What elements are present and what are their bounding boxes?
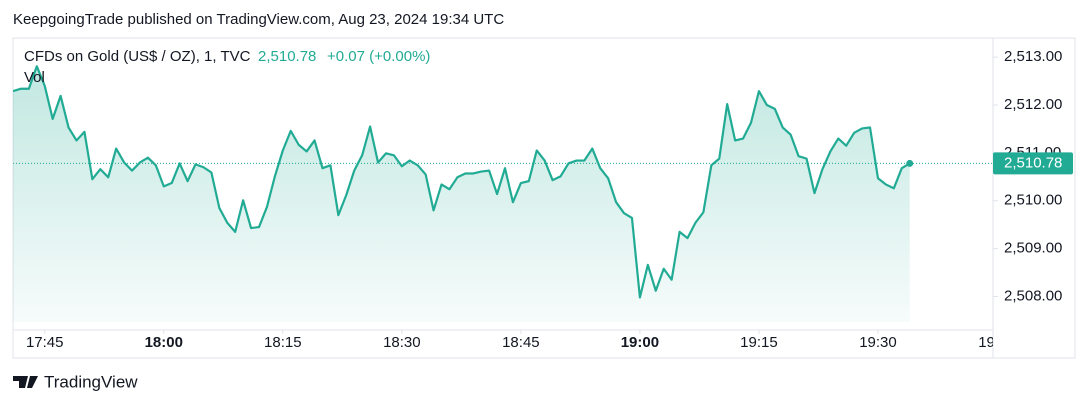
x-tick-label: 19:45 — [978, 334, 1016, 351]
x-tick-label: 18:30 — [383, 334, 421, 351]
x-tick-label: 18:00 — [145, 334, 183, 351]
price-line — [13, 65, 911, 299]
chart-title: CFDs on Gold (US$ / OZ), 1, TVC — [24, 48, 251, 65]
indicator-label: Vol — [24, 69, 45, 86]
last-price-axis-label: 2,510.78 — [1004, 154, 1062, 171]
x-tick-label: 19:00 — [621, 334, 659, 351]
x-tick-label: 19:30 — [859, 334, 897, 351]
y-tick-label: 2,509.00 — [1004, 240, 1062, 257]
x-tick-label: 18:45 — [502, 334, 540, 351]
y-tick-label: 2,508.00 — [1004, 287, 1062, 304]
x-tick-label: 18:15 — [264, 334, 302, 351]
subtitle: KeepgoingTrade published on TradingView.… — [13, 11, 504, 28]
last-price-box — [993, 152, 1073, 175]
footer-logo — [13, 376, 38, 388]
last-point — [906, 159, 914, 167]
price-change: +0.07 (+0.00%) — [327, 48, 430, 65]
y-tick-label: 2,510.00 — [1004, 192, 1062, 209]
plot — [13, 65, 914, 323]
y-tick-label: 2,513.00 — [1004, 48, 1062, 65]
y-tick-label: 2,512.00 — [1004, 96, 1062, 113]
x-axis: 17:45 18:00 18:15 18:30 18:45 19:00 19:15 19:30… — [26, 330, 1016, 351]
x-tick-label: 19:15 — [740, 334, 778, 351]
footer-brand: TradingView — [44, 372, 138, 391]
area-fill — [13, 66, 910, 323]
x-tick-label: 17:45 — [26, 334, 64, 351]
last-price: 2,510.78 — [258, 48, 316, 65]
